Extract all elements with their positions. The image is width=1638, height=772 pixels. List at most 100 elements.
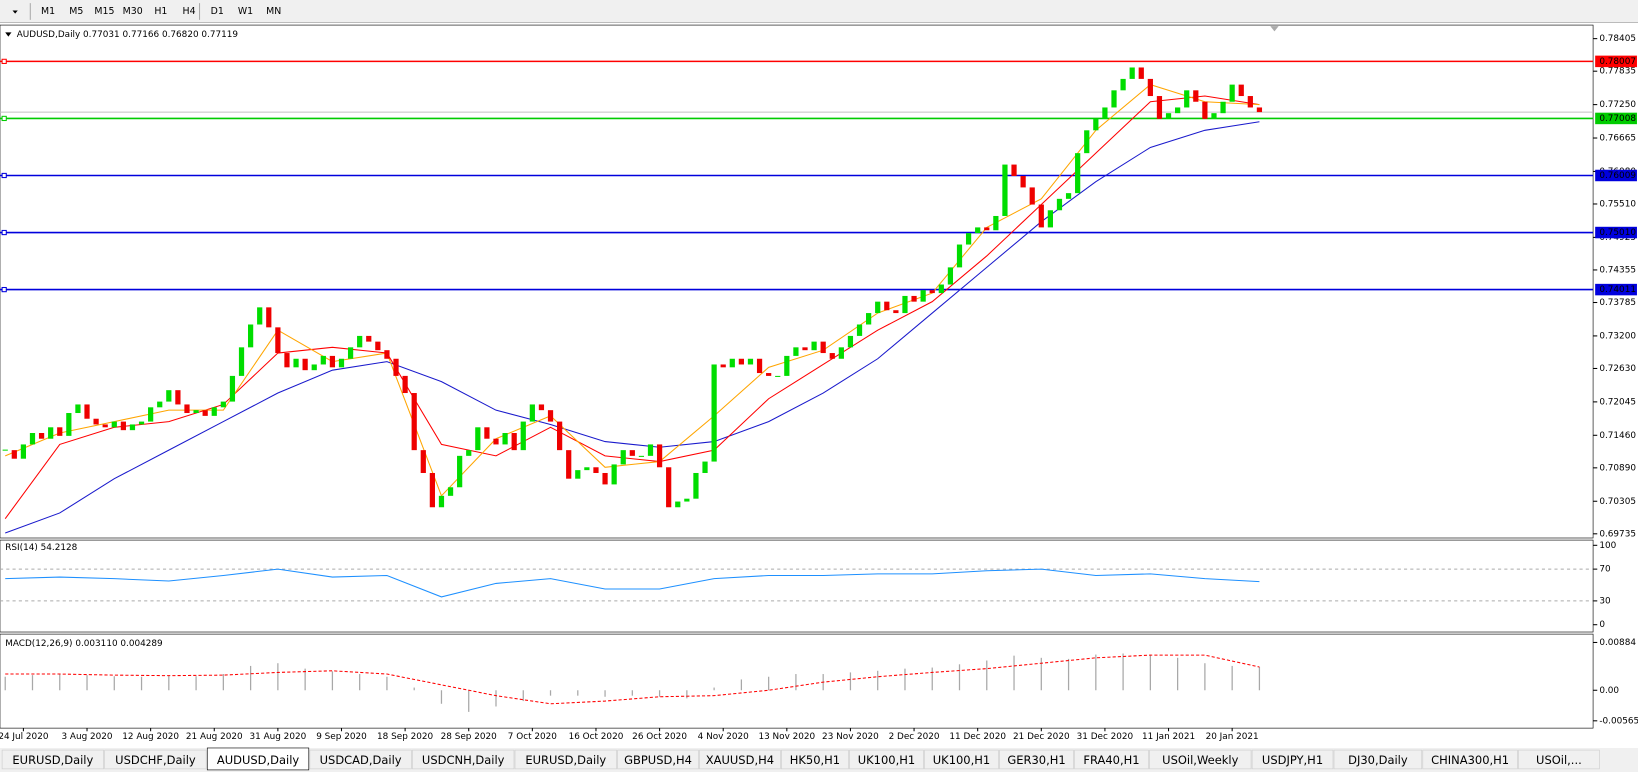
candle bbox=[1247, 96, 1253, 108]
candle bbox=[647, 444, 654, 456]
tab[interactable] bbox=[412, 749, 515, 770]
tab[interactable] bbox=[104, 749, 207, 770]
candle bbox=[820, 341, 826, 354]
tab[interactable] bbox=[1251, 749, 1334, 770]
macd-bar bbox=[495, 690, 497, 707]
candle bbox=[275, 327, 281, 354]
tab[interactable] bbox=[206, 747, 310, 771]
macd-bar bbox=[958, 664, 961, 691]
level-handle[interactable] bbox=[1, 115, 7, 122]
tab-label[interactable]: AUDUSD,Daily bbox=[217, 753, 300, 767]
x-tick-label: 18 Sep 2020 bbox=[377, 732, 434, 742]
tab[interactable] bbox=[1, 749, 104, 770]
tab-label[interactable]: HK50,H1 bbox=[790, 753, 840, 767]
macd-bar bbox=[986, 660, 988, 691]
candle bbox=[1102, 107, 1108, 119]
level-handle[interactable] bbox=[1, 172, 7, 179]
level-price-label: 0.77008 bbox=[1599, 114, 1636, 124]
tab[interactable] bbox=[1074, 749, 1149, 770]
tab-label[interactable]: XAUUSD,H4 bbox=[706, 753, 774, 767]
tab[interactable] bbox=[1422, 749, 1518, 770]
candle bbox=[329, 355, 336, 368]
macd-bar bbox=[113, 676, 115, 691]
candle bbox=[793, 347, 799, 356]
panel-title: MACD(12,26,9) 0.003110 0.004289 bbox=[5, 639, 163, 649]
timeframe-button[interactable]: H1 bbox=[154, 6, 167, 17]
candle bbox=[1020, 175, 1026, 188]
macd-bar bbox=[795, 674, 797, 691]
candle bbox=[575, 470, 581, 479]
tab[interactable] bbox=[1518, 749, 1600, 770]
candle bbox=[1202, 101, 1208, 119]
candle bbox=[947, 267, 954, 285]
tab[interactable] bbox=[514, 749, 617, 770]
candle bbox=[247, 324, 254, 348]
timeframe-button[interactable]: M5 bbox=[69, 6, 83, 17]
timeframe-button[interactable]: H4 bbox=[183, 6, 196, 17]
candle bbox=[938, 284, 944, 294]
level-handle[interactable] bbox=[1, 58, 7, 64]
tab-label[interactable]: UK100,H1 bbox=[933, 753, 990, 767]
x-tick-label: 26 Oct 2020 bbox=[632, 732, 687, 742]
timeframe-button[interactable]: D1 bbox=[211, 6, 224, 17]
tab-label[interactable]: USOil,... bbox=[1536, 753, 1582, 767]
toolbar-dropdown[interactable] bbox=[12, 10, 18, 14]
candle bbox=[75, 404, 81, 414]
tab-label[interactable]: CHINA300,H1 bbox=[1431, 753, 1509, 767]
tab[interactable] bbox=[781, 749, 849, 770]
tab-label[interactable]: EURUSD,Daily bbox=[12, 753, 93, 767]
tab[interactable] bbox=[699, 749, 781, 770]
candle bbox=[429, 472, 435, 508]
candle bbox=[766, 373, 772, 376]
tab[interactable] bbox=[309, 749, 412, 770]
x-tick-label: 11 Dec 2020 bbox=[949, 732, 1006, 742]
tab-label[interactable]: USDCHF,Daily bbox=[115, 753, 196, 767]
tab[interactable] bbox=[924, 749, 999, 770]
tab-label[interactable]: FRA40,H1 bbox=[1083, 753, 1139, 767]
tab[interactable] bbox=[1333, 749, 1423, 770]
timeframe-button[interactable]: MN bbox=[266, 6, 281, 17]
level-handle[interactable] bbox=[1, 286, 7, 293]
timeframe-button[interactable]: M15 bbox=[94, 6, 114, 17]
tab[interactable] bbox=[849, 749, 924, 770]
candle bbox=[775, 375, 781, 377]
timeframe-button[interactable]: W1 bbox=[238, 6, 253, 17]
candle bbox=[1065, 193, 1072, 199]
candle bbox=[902, 295, 908, 314]
timeframe-button[interactable]: M1 bbox=[41, 6, 55, 17]
x-tick-label: 9 Sep 2020 bbox=[316, 732, 367, 742]
tab-label[interactable]: GER30,H1 bbox=[1007, 753, 1065, 767]
y-tick-label: 0.77835 bbox=[1599, 67, 1636, 77]
level-price-box bbox=[1595, 112, 1637, 125]
tab-label[interactable]: UK100,H1 bbox=[858, 753, 915, 767]
tab-label[interactable]: USOil,Weekly bbox=[1162, 753, 1238, 767]
tab-label[interactable]: USDJPY,H1 bbox=[1262, 753, 1323, 767]
timeframe-button[interactable]: M30 bbox=[123, 6, 143, 17]
tab[interactable] bbox=[999, 749, 1074, 770]
candle bbox=[847, 335, 854, 348]
x-tick-label: 20 Jan 2021 bbox=[1206, 732, 1259, 742]
tab-label[interactable]: USDCAD,Daily bbox=[320, 753, 402, 767]
candle bbox=[266, 307, 272, 328]
tab-label[interactable]: EURUSD,Daily bbox=[525, 753, 606, 767]
candle bbox=[584, 467, 590, 471]
macd-bar bbox=[740, 679, 743, 691]
candle bbox=[1002, 164, 1008, 216]
main-panel bbox=[0, 24, 1594, 539]
level-price-label: 0.76009 bbox=[1599, 171, 1636, 181]
y-tick-label: 0.76665 bbox=[1599, 134, 1636, 144]
tab-label[interactable]: USDCNH,Daily bbox=[422, 753, 505, 767]
candle bbox=[457, 455, 463, 488]
tab[interactable] bbox=[1149, 749, 1252, 770]
level-handle[interactable] bbox=[1, 229, 7, 236]
tab-label[interactable]: GBPUSD,H4 bbox=[624, 753, 692, 767]
candle bbox=[538, 404, 545, 411]
candle bbox=[511, 433, 517, 451]
level-price-box bbox=[1595, 169, 1637, 182]
candle bbox=[357, 335, 363, 348]
candle bbox=[1211, 113, 1217, 119]
tab-label[interactable]: DJ30,Daily bbox=[1348, 753, 1408, 767]
macd-bar bbox=[1013, 655, 1015, 691]
macd-bar bbox=[658, 690, 661, 697]
tab[interactable] bbox=[617, 749, 699, 770]
